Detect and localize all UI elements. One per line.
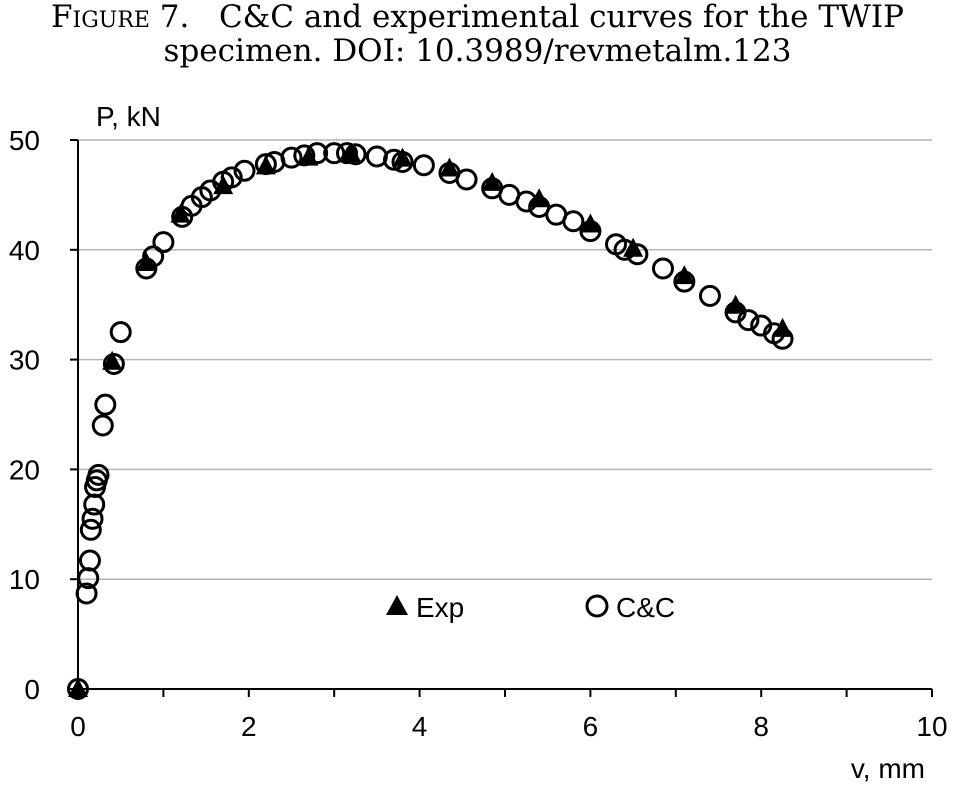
exp-point [102, 350, 123, 370]
exp-point [68, 678, 88, 697]
cc-point [75, 582, 98, 605]
caption-text-line-1: C&C and experimental curves for the TWIP [218, 0, 904, 35]
ytick-label: 0 [24, 674, 40, 705]
cc-point [78, 549, 101, 572]
cc-point [109, 321, 132, 344]
cc-point [651, 257, 674, 280]
cc-point [455, 168, 478, 191]
cc-point [391, 150, 414, 173]
cc-point [515, 190, 538, 213]
series-cc [67, 142, 794, 700]
cc-point [306, 142, 329, 165]
cc-point [626, 243, 649, 266]
cc-point [698, 284, 721, 307]
cc-point [254, 153, 277, 176]
cc-point [135, 257, 158, 280]
legend-marker-exp [386, 595, 408, 615]
cc-point [771, 327, 794, 350]
cc-point [323, 142, 346, 165]
ytick-label: 20 [9, 454, 40, 485]
grid-lines [78, 139, 932, 580]
cc-point [94, 393, 117, 416]
ytick-label: 30 [9, 345, 40, 376]
cc-point [344, 143, 367, 166]
cc-point [220, 166, 243, 189]
cc-point [67, 678, 89, 700]
cc-point [91, 414, 114, 437]
cc-point [79, 518, 102, 541]
ytick-label: 10 [9, 564, 40, 595]
cc-point [102, 352, 125, 375]
legend: Exp C&C [386, 592, 675, 623]
axes [77, 140, 932, 690]
caption-line-1: Figure 7. C&C and experimental curves fo… [0, 0, 955, 34]
cc-point [382, 148, 405, 171]
cc-point [152, 231, 175, 254]
cc-point [562, 210, 585, 233]
cc-point [737, 309, 760, 332]
xtick-label: 4 [412, 711, 428, 742]
cc-point [280, 146, 303, 169]
cc-point [336, 142, 359, 165]
xtick-label: 10 [916, 711, 947, 742]
caption-line-2: specimen. DOI: 10.3989/revmetalm.123 [163, 33, 792, 69]
legend-label-exp: Exp [416, 592, 464, 623]
exp-point [170, 203, 191, 223]
cc-point [233, 159, 256, 182]
cc-point [142, 245, 165, 268]
y-axis-ticks: 0 10 20 30 40 50 [9, 125, 78, 705]
data-series [67, 142, 794, 700]
xtick-label: 0 [70, 711, 86, 742]
x-axis-label: v, mm [851, 753, 925, 784]
exp-point [482, 171, 503, 191]
figure-caption: Figure 7. C&C and experimental curves fo… [0, 0, 955, 68]
cc-point [613, 238, 636, 261]
cc-point [293, 144, 316, 167]
xtick-label: 8 [753, 711, 769, 742]
ytick-label: 40 [9, 235, 40, 266]
figure-label: Figure 7. [51, 0, 190, 35]
cc-point [579, 220, 602, 243]
xtick-label: 6 [583, 711, 599, 742]
cc-point [87, 463, 110, 486]
exp-point [674, 265, 695, 285]
ytick-label: 50 [9, 125, 40, 156]
legend-marker-cc [585, 594, 609, 618]
xtick-label: 2 [241, 711, 257, 742]
cc-point [81, 507, 104, 530]
legend-label-cc: C&C [616, 592, 675, 623]
cc-point [412, 154, 435, 177]
cc-point [673, 270, 696, 293]
x-axis-ticks: 0 2 4 6 8 10 [70, 689, 948, 742]
y-axis-label: P, kN [96, 101, 161, 132]
exp-point [439, 157, 460, 177]
